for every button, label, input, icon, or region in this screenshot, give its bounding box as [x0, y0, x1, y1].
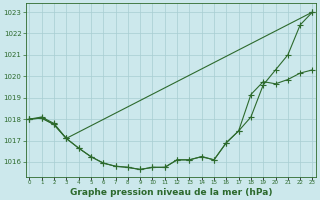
X-axis label: Graphe pression niveau de la mer (hPa): Graphe pression niveau de la mer (hPa) — [70, 188, 272, 197]
